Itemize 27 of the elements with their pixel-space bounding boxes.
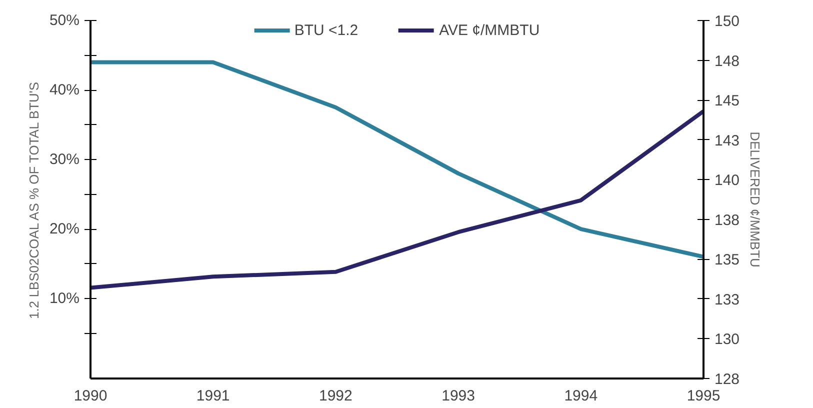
y-tick-label: 30% bbox=[49, 151, 80, 168]
x-tick-label: 1991 bbox=[196, 388, 230, 404]
x-tick-label: 1990 bbox=[74, 388, 108, 404]
y-axis-title: 1.2 LBS02COAL AS % OF TOTAL BTU'S bbox=[26, 82, 42, 319]
y2-tick-label: 150 bbox=[714, 13, 740, 30]
y2-tick-label: 143 bbox=[714, 132, 740, 150]
line-series bbox=[90, 60, 704, 259]
x-tick-label: 1992 bbox=[319, 388, 352, 404]
y-tick-label: 50% bbox=[49, 12, 80, 29]
x-tick-label: 1993 bbox=[442, 388, 475, 404]
legend-label: BTU <1.2 bbox=[294, 22, 358, 38]
x-tick-label: 1994 bbox=[564, 388, 598, 404]
line-series bbox=[90, 109, 704, 290]
y-tick-label: 40% bbox=[49, 82, 80, 99]
x-tick-label: 1995 bbox=[686, 388, 720, 404]
y-tick-label: 10% bbox=[49, 290, 80, 308]
y2-tick-label: 145 bbox=[714, 92, 740, 110]
y2-tick-label: 130 bbox=[714, 331, 740, 348]
y2-tick-label: 128 bbox=[714, 371, 740, 388]
y-tick-label: 20% bbox=[49, 220, 80, 238]
y2-axis-title: DELIVERED ¢/MMBTU bbox=[748, 132, 763, 268]
y2-tick-label: 133 bbox=[714, 291, 740, 308]
y2-tick-label: 138 bbox=[714, 212, 740, 229]
y2-tick-label: 135 bbox=[714, 252, 740, 269]
y2-tick-label: 148 bbox=[714, 52, 740, 70]
y2-tick-label: 140 bbox=[714, 172, 740, 190]
legend-label: AVE ¢/MMBTU bbox=[439, 22, 540, 38]
